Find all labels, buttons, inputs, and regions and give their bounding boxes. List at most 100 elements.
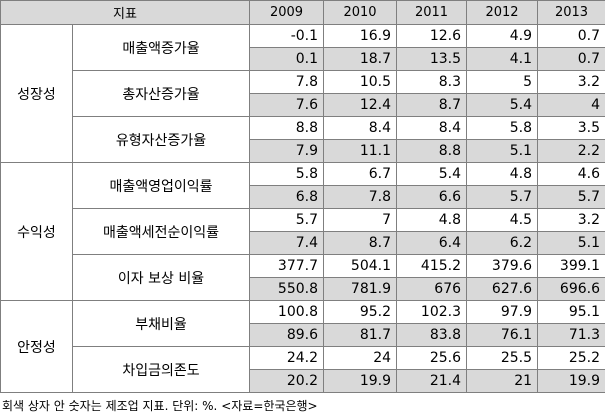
indicators-table: 지표 2009 2010 2011 2012 2013 성장성 매출액증가율 -0.… [0, 0, 605, 393]
value-cell: 399.1 [537, 254, 605, 278]
value-cell: 6.8 [249, 185, 325, 209]
value-cell: 100.8 [249, 300, 325, 324]
value-cell: 8.3 [396, 70, 468, 94]
table-row-manufacturing: 7.6 12.4 8.7 5.4 4 [1, 93, 605, 117]
table-row: 안정성 부채비율 100.8 95.2 102.3 97.9 95.1 [0, 300, 605, 393]
value-cell: 4.6 [537, 162, 605, 186]
value-cell: 7 [323, 208, 398, 232]
value-cell: 25.2 [537, 346, 605, 370]
value-cell: 8.7 [396, 93, 468, 117]
category-label: 성장성 [0, 24, 73, 163]
value-cell: 415.2 [396, 254, 468, 278]
value-cell: 7.8 [249, 70, 325, 94]
header-year-2009: 2009 [249, 0, 325, 25]
header-row: 지표 2009 2010 2011 2012 2013 [0, 0, 605, 25]
header-indicator-label: 지표 [0, 0, 251, 25]
value-cell: 6.6 [396, 185, 468, 209]
value-cell: 24.2 [249, 346, 325, 370]
value-cell: 696.6 [537, 277, 605, 301]
value-cell: 0.7 [537, 47, 605, 71]
value-cell: 5.1 [537, 231, 605, 255]
value-cell: 3.5 [537, 116, 605, 140]
indicator-label: 매출액세전순이익률 [71, 208, 251, 255]
table-row: 매출액세전순이익률 5.7 7 4.8 4.5 3.2 [1, 208, 605, 255]
value-cell: 95.1 [537, 300, 605, 324]
value-cell: 25.6 [396, 346, 468, 370]
value-cell: 377.7 [249, 254, 325, 278]
value-cell: 4.8 [466, 162, 539, 186]
indicator-label: 매출액증가율 [71, 24, 251, 71]
value-cell: 8.4 [396, 116, 468, 140]
value-cell: 8.8 [396, 139, 468, 163]
value-cell: 0.7 [537, 24, 605, 48]
value-cell: 12.6 [396, 24, 468, 48]
value-cell: 81.7 [323, 323, 398, 347]
header-year-2013: 2013 [537, 0, 605, 25]
value-cell: 5 [466, 70, 539, 94]
table-row: 차입금의존도 24.2 24 25.6 25.5 25.2 [1, 346, 605, 393]
indicator-label: 유형자산증가율 [71, 116, 251, 163]
table-row-manufacturing: 0.1 18.7 13.5 4.1 0.7 [1, 47, 605, 71]
value-cell: 550.8 [249, 277, 325, 301]
table-row-manufacturing: 89.6 81.7 83.8 76.1 71.3 [1, 323, 605, 347]
value-cell: 676 [396, 277, 468, 301]
value-cell: 5.4 [466, 93, 539, 117]
value-cell: 11.1 [323, 139, 398, 163]
value-cell: 7.6 [249, 93, 325, 117]
value-cell: 3.2 [537, 208, 605, 232]
value-cell: 20.2 [249, 369, 325, 393]
value-cell: 24 [323, 346, 398, 370]
value-cell: 5.7 [537, 185, 605, 209]
value-cell: 7.4 [249, 231, 325, 255]
value-cell: 4.8 [396, 208, 468, 232]
value-cell: 19.9 [323, 369, 398, 393]
value-cell: 13.5 [396, 47, 468, 71]
indicator-label: 차입금의존도 [71, 346, 251, 393]
value-cell: 8.4 [323, 116, 398, 140]
value-cell: 25.5 [466, 346, 539, 370]
value-cell: 7.9 [249, 139, 325, 163]
value-cell: 627.6 [466, 277, 539, 301]
value-cell: 71.3 [537, 323, 605, 347]
value-cell: 21 [466, 369, 539, 393]
table-row-manufacturing: 7.9 11.1 8.8 5.1 2.2 [1, 139, 605, 163]
table-row: 이자 보상 비율 377.7 504.1 415.2 379.6 399.1 [1, 254, 605, 301]
value-cell: 2.2 [537, 139, 605, 163]
value-cell: 3.2 [537, 70, 605, 94]
value-cell: -0.1 [249, 24, 325, 48]
value-cell: 4.9 [466, 24, 539, 48]
category-label: 수익성 [0, 162, 73, 301]
table-row-manufacturing: 20.2 19.9 21.4 21 19.9 [1, 369, 605, 393]
value-cell: 18.7 [323, 47, 398, 71]
table-row-manufacturing: 6.8 7.8 6.6 5.7 5.7 [1, 185, 605, 209]
value-cell: 5.8 [466, 116, 539, 140]
value-cell: 19.9 [537, 369, 605, 393]
table-row: 유형자산증가율 8.8 8.4 8.4 5.8 3.5 [1, 116, 605, 163]
value-cell: 4 [537, 93, 605, 117]
value-cell: 6.2 [466, 231, 539, 255]
value-cell: 5.1 [466, 139, 539, 163]
value-cell: 5.4 [396, 162, 468, 186]
indicator-label: 부채비율 [71, 300, 251, 347]
category-label: 안정성 [0, 300, 73, 393]
table-row-manufacturing: 550.8 781.9 676 627.6 696.6 [1, 277, 605, 301]
value-cell: 5.7 [466, 185, 539, 209]
value-cell: 0.1 [249, 47, 325, 71]
table-row: 성장성 매출액증가율 -0.1 16.9 12.6 4.9 0.7 [0, 24, 605, 163]
value-cell: 102.3 [396, 300, 468, 324]
indicator-label: 매출액영업이익률 [71, 162, 251, 209]
header-year-2012: 2012 [466, 0, 539, 25]
value-cell: 89.6 [249, 323, 325, 347]
value-cell: 6.7 [323, 162, 398, 186]
header-year-2010: 2010 [323, 0, 398, 25]
header-year-2011: 2011 [396, 0, 468, 25]
value-cell: 6.4 [396, 231, 468, 255]
table-body: 성장성 매출액증가율 -0.1 16.9 12.6 4.9 0.7 0.1 18.7 13.5 4.… [0, 24, 605, 393]
indicator-label: 총자산증가율 [71, 70, 251, 117]
value-cell: 8.8 [249, 116, 325, 140]
value-cell: 379.6 [466, 254, 539, 278]
value-cell: 5.7 [249, 208, 325, 232]
indicator-label: 이자 보상 비율 [71, 254, 251, 301]
value-cell: 5.8 [249, 162, 325, 186]
value-cell: 12.4 [323, 93, 398, 117]
